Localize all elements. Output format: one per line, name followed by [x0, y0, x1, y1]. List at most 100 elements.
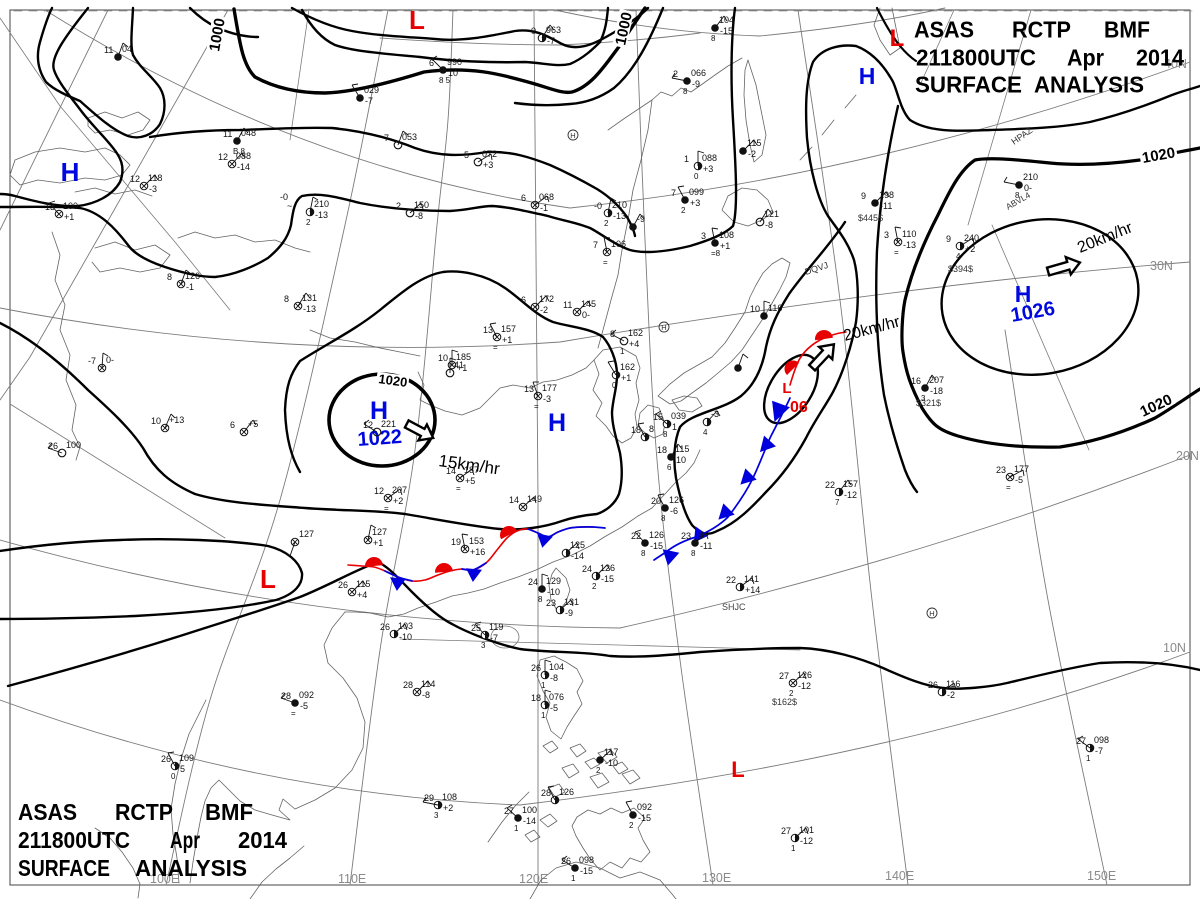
svg-text:2: 2	[681, 206, 686, 215]
svg-text:048: 048	[241, 128, 256, 138]
svg-text:101: 101	[799, 825, 814, 835]
svg-text:141: 141	[744, 574, 759, 584]
svg-text:990: 990	[447, 57, 462, 67]
svg-text:$394$: $394$	[948, 264, 973, 274]
svg-text:+5: +5	[248, 419, 258, 429]
svg-text:1: 1	[571, 874, 576, 883]
svg-text:9: 9	[946, 234, 951, 244]
svg-text:116: 116	[768, 303, 782, 313]
svg-text:-11: -11	[880, 201, 892, 211]
svg-text:1: 1	[1086, 754, 1091, 763]
svg-text:27: 27	[779, 671, 789, 681]
svg-text:115: 115	[356, 579, 370, 589]
svg-text:-1: -1	[186, 282, 194, 292]
svg-text:120E: 120E	[519, 872, 548, 886]
svg-text:2: 2	[673, 69, 678, 79]
svg-text:22: 22	[631, 531, 641, 541]
svg-text:L: L	[260, 564, 276, 594]
svg-text:ANALYSIS: ANALYSIS	[135, 855, 247, 881]
svg-text:3: 3	[481, 641, 486, 650]
svg-text:25: 25	[471, 623, 481, 633]
svg-text:H: H	[61, 157, 80, 187]
svg-text:-14: -14	[237, 162, 250, 172]
svg-text:SURFACE: SURFACE	[18, 855, 110, 881]
svg-text:Apr: Apr	[170, 827, 200, 853]
svg-text:100: 100	[522, 805, 537, 815]
svg-text:1: 1	[672, 422, 677, 432]
svg-text:41: 41	[454, 360, 464, 370]
svg-text:-7: -7	[88, 356, 96, 366]
svg-text:-2: -2	[947, 690, 955, 700]
svg-text:24: 24	[528, 577, 538, 587]
svg-text:129: 129	[546, 576, 561, 586]
svg-text:1000: 1000	[206, 17, 229, 53]
svg-text:172: 172	[539, 294, 554, 304]
svg-text:1: 1	[514, 824, 519, 833]
svg-text:6: 6	[230, 420, 235, 430]
svg-text:3: 3	[434, 811, 439, 820]
svg-text:L: L	[731, 757, 744, 782]
svg-text:157: 157	[501, 324, 516, 334]
svg-text:H: H	[1015, 281, 1032, 307]
svg-text:+1: +1	[64, 212, 74, 222]
svg-text:126: 126	[797, 670, 812, 680]
svg-text:-2: -2	[540, 305, 548, 315]
svg-text:+1: +1	[373, 538, 383, 548]
svg-text:126: 126	[559, 787, 574, 797]
svg-text:28: 28	[403, 680, 413, 690]
svg-text:109: 109	[179, 753, 194, 763]
svg-text:=: =	[456, 484, 461, 493]
svg-text:126: 126	[669, 495, 684, 505]
svg-text:-14: -14	[571, 551, 584, 561]
svg-text:26: 26	[561, 856, 571, 866]
svg-text:2: 2	[789, 689, 794, 698]
svg-text:039: 039	[671, 411, 686, 421]
svg-text:2014: 2014	[238, 827, 287, 853]
svg-text:ASAS: ASAS	[914, 17, 974, 43]
svg-text:-9: -9	[565, 608, 573, 618]
svg-text:8: 8	[1015, 191, 1020, 200]
svg-text:072: 072	[482, 149, 497, 159]
svg-text:L: L	[409, 5, 425, 35]
svg-text:210: 210	[612, 200, 627, 210]
svg-text:177: 177	[542, 383, 557, 393]
svg-text:28: 28	[281, 691, 291, 701]
svg-text:8: 8	[538, 595, 543, 604]
svg-text:0-: 0-	[582, 310, 590, 320]
svg-text:116: 116	[946, 679, 960, 689]
svg-text:-13: -13	[315, 210, 328, 220]
svg-text:2: 2	[592, 582, 597, 591]
svg-text:13: 13	[483, 325, 493, 335]
svg-text:240: 240	[964, 233, 979, 243]
svg-text:-12: -12	[844, 490, 857, 500]
svg-text:H: H	[548, 409, 566, 437]
svg-text:-12: -12	[800, 836, 813, 846]
svg-text:0-: 0-	[1024, 183, 1032, 193]
svg-text:1: 1	[541, 681, 546, 690]
svg-text:10: 10	[438, 353, 448, 363]
svg-text:13: 13	[524, 384, 534, 394]
svg-text:-15: -15	[720, 26, 733, 36]
svg-text:5: 5	[180, 764, 185, 774]
svg-text:098: 098	[1094, 735, 1109, 745]
svg-text:098: 098	[579, 855, 594, 865]
svg-text:16: 16	[911, 376, 921, 386]
svg-text:~: ~	[287, 201, 292, 211]
svg-text:+2: +2	[965, 244, 975, 254]
svg-text:26: 26	[338, 580, 348, 590]
svg-text:118: 118	[148, 173, 162, 183]
svg-text:+3: +3	[703, 164, 713, 174]
svg-text:SHJC: SHJC	[722, 602, 746, 612]
svg-text:110E: 110E	[338, 872, 366, 886]
svg-text:0: 0	[171, 772, 176, 781]
svg-text:-3: -3	[543, 394, 551, 404]
svg-text:099: 099	[689, 187, 704, 197]
svg-text:130E: 130E	[702, 871, 731, 885]
svg-text:-10: -10	[399, 632, 412, 642]
svg-text:-8: -8	[415, 211, 423, 221]
svg-text:0: 0	[612, 381, 617, 390]
svg-text:26: 26	[161, 754, 171, 764]
svg-text:-0: -0	[594, 201, 602, 211]
svg-text:8: 8	[284, 294, 289, 304]
svg-text:1: 1	[684, 154, 689, 164]
